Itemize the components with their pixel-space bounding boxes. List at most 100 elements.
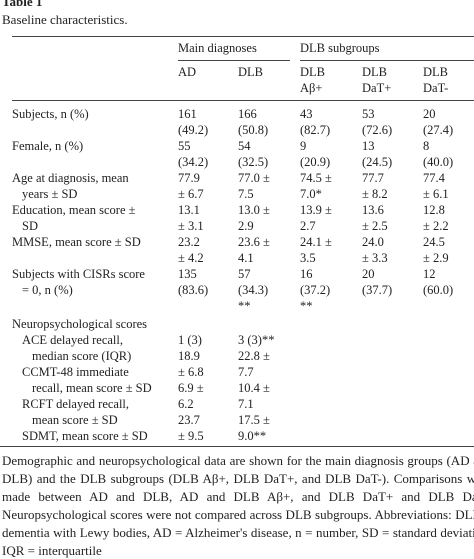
top-rule — [12, 36, 474, 37]
cell-value: (20.9) — [300, 155, 331, 169]
cell-value: 6.2 — [178, 397, 194, 411]
cell-value: 13.1 — [178, 203, 200, 217]
row-label: Age at diagnosis, mean — [12, 171, 129, 185]
row-label: = 0, n (%) — [22, 283, 73, 297]
cell-value: 7.7 — [238, 365, 254, 379]
cell-value: 77.7 — [362, 171, 384, 185]
row-label: years ± SD — [22, 187, 78, 201]
cell-value: 24.0 — [362, 235, 384, 249]
table-title: Table 1 — [2, 0, 43, 9]
cell-value: 3.5 — [300, 251, 316, 265]
table-caption: Baseline characteristics. — [2, 12, 128, 27]
row-label: median score (IQR) — [32, 349, 132, 363]
cell-value: 13.0 ± — [238, 203, 270, 217]
row-label: Female, n (%) — [12, 139, 84, 153]
cell-value: ± 6.1 — [423, 187, 449, 201]
row-label: Subjects with CISRs score — [12, 267, 145, 281]
column-header: DLB — [423, 65, 448, 79]
cell-value: 7.0* — [300, 187, 322, 201]
cell-value: 1 (3) — [178, 333, 202, 347]
cell-value: 55 — [178, 139, 191, 153]
cell-value: (37.2) — [300, 283, 331, 297]
cell-value: ± 2.5 — [362, 219, 388, 233]
column-header: Aβ+ — [300, 81, 323, 95]
cell-value: 166 — [238, 107, 257, 121]
cell-value: 17.5 ± — [238, 413, 270, 427]
cell-value: 2.9 — [238, 219, 254, 233]
cell-value: ± 6.7 — [178, 187, 204, 201]
cell-value: 77.4 — [423, 171, 445, 185]
cell-value: 12.8 — [423, 203, 445, 217]
cell-value: (37.7) — [362, 283, 393, 297]
cell-value: ± 8.2 — [362, 187, 388, 201]
cell-value: (24.5) — [362, 155, 393, 169]
bottom-rule — [0, 446, 474, 447]
row-label: ACE delayed recall, — [22, 333, 123, 347]
row-label: Subjects, n (%) — [12, 107, 89, 121]
cell-value: (49.2) — [178, 123, 209, 137]
group-header: DLB subgroups — [300, 41, 380, 55]
cell-value: 4.1 — [238, 251, 254, 265]
cell-value: 20 — [362, 267, 375, 281]
row-label: SDMT, mean score ± SD — [22, 429, 148, 443]
cell-value: 23.6 ± — [238, 235, 270, 249]
cell-value: ± 2.9 — [423, 251, 449, 265]
row-label: SD — [22, 219, 38, 233]
cell-value: 12 — [423, 267, 436, 281]
row-label: MMSE, mean score ± SD — [12, 235, 141, 249]
column-header: DLB — [300, 65, 325, 79]
row-label: RCFT delayed recall, — [22, 397, 130, 411]
cell-value: 57 — [238, 267, 251, 281]
cell-value: ± 2.2 — [423, 219, 449, 233]
header-rule — [12, 100, 474, 101]
cell-value: (32.5) — [238, 155, 269, 169]
cell-value: 24.5 — [423, 235, 445, 249]
cell-value: ± 9.5 — [178, 429, 204, 443]
cell-value: ** — [300, 299, 313, 313]
cell-value: 13 — [362, 139, 375, 153]
column-header: DLB — [238, 65, 263, 79]
cell-value: (40.0) — [423, 155, 454, 169]
group-header: Main diagnoses — [178, 41, 257, 55]
cell-value: ± 6.8 — [178, 365, 204, 379]
cell-value: 2.7 — [300, 219, 316, 233]
row-label: mean score ± SD — [32, 413, 118, 427]
cell-value: 135 — [178, 267, 197, 281]
row-label: Education, mean score ± — [12, 203, 136, 217]
cell-value: 8 — [423, 139, 430, 153]
cell-value: 22.8 ± — [238, 349, 270, 363]
cell-value: ± 3.3 — [362, 251, 388, 265]
cell-value: 13.9 ± — [300, 203, 332, 217]
cell-value: 9 — [300, 139, 307, 153]
cell-value: 6.9 ± — [178, 381, 204, 395]
column-header: DaT+ — [362, 81, 392, 95]
cell-value: 10.4 ± — [238, 381, 270, 395]
cell-value: (27.4) — [423, 123, 454, 137]
row-label: CCMT-48 immediate — [22, 365, 129, 379]
row-label: recall, mean score ± SD — [32, 381, 152, 395]
cell-value: 13.6 — [362, 203, 384, 217]
cell-value: ± 4.2 — [178, 251, 204, 265]
cell-value: 23.2 — [178, 235, 200, 249]
cell-value: 53 — [362, 107, 375, 121]
cell-value: (82.7) — [300, 123, 331, 137]
section-title: Neuropsychological scores — [12, 317, 148, 331]
cell-value: 77.9 — [178, 171, 200, 185]
column-header: DaT- — [423, 81, 449, 95]
column-header: AD — [178, 65, 197, 79]
cell-value: (34.3) — [238, 283, 269, 297]
group-rule — [178, 60, 290, 61]
cell-value: 74.5 ± — [300, 171, 332, 185]
cell-value: 161 — [178, 107, 197, 121]
footnote: Demographic and neuropsychological data … — [2, 453, 474, 558]
cell-value: (83.6) — [178, 283, 209, 297]
cell-value: (72.6) — [362, 123, 393, 137]
cell-value: 24.1 ± — [300, 235, 332, 249]
cell-value: 77.0 ± — [238, 171, 270, 185]
cell-value: (60.0) — [423, 283, 454, 297]
cell-value: 7.5 — [238, 187, 254, 201]
cell-value: 54 — [238, 139, 251, 153]
cell-value: 20 — [423, 107, 436, 121]
cell-value: 9.0** — [238, 429, 267, 443]
